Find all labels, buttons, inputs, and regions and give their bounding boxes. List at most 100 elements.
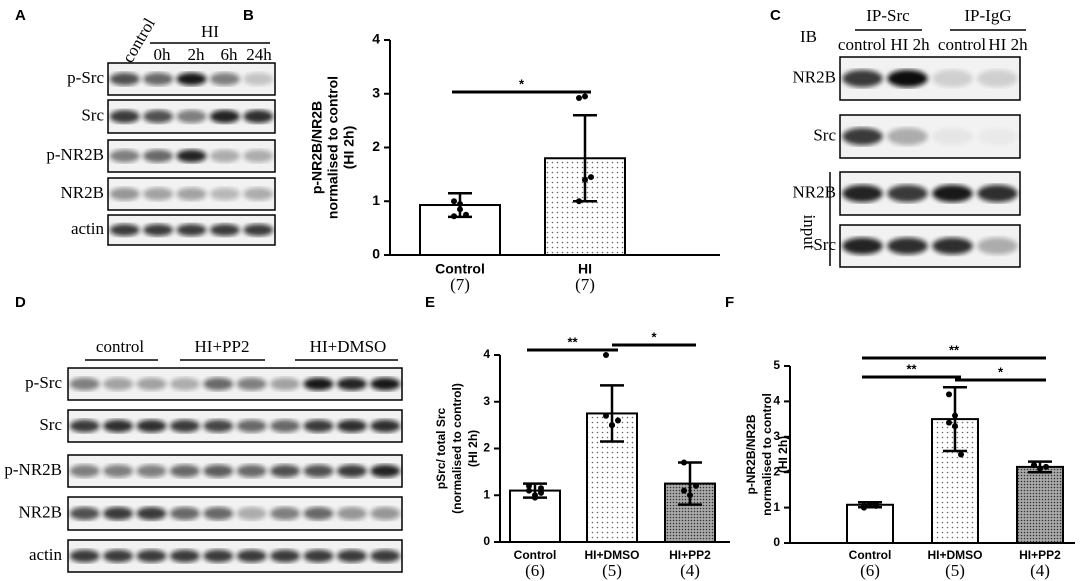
significance-label: **	[949, 342, 960, 357]
y-tick-label: 2	[483, 441, 490, 455]
y-tick-label: 3	[372, 84, 380, 100]
band	[109, 224, 140, 236]
data-point	[576, 198, 582, 205]
band	[103, 506, 134, 521]
group-label: HI+PP2	[195, 337, 250, 356]
band	[136, 377, 167, 391]
significance-label: *	[651, 329, 657, 344]
band	[270, 464, 301, 478]
band	[176, 109, 207, 124]
n-label: (7)	[450, 275, 470, 294]
band	[203, 464, 234, 478]
data-point	[946, 419, 952, 426]
y-tick-label: 0	[483, 534, 490, 548]
y-axis-label: p-NR2B/NR2B	[309, 101, 325, 194]
y-tick-label: 4	[372, 31, 380, 47]
y-tick-label: 2	[773, 464, 780, 478]
row-label: Src	[813, 235, 836, 254]
band	[176, 149, 207, 163]
row-label: NR2B	[19, 502, 62, 521]
band	[236, 506, 267, 521]
band	[887, 237, 928, 255]
band	[136, 506, 167, 521]
y-axis-label: normalised to control	[325, 76, 341, 219]
data-point	[538, 485, 544, 492]
n-label: (4)	[680, 561, 700, 580]
lane-label: 6h	[221, 45, 239, 64]
band	[203, 377, 234, 391]
band	[69, 506, 100, 521]
panel-letter: C	[770, 7, 781, 24]
y-tick-label: 5	[773, 358, 780, 372]
data-point	[681, 459, 687, 466]
band	[977, 237, 1018, 255]
band	[336, 506, 367, 521]
data-point	[867, 501, 873, 508]
band	[270, 419, 301, 433]
data-point	[463, 211, 469, 218]
y-tick-label: 1	[773, 500, 780, 514]
lane-label: 2h	[188, 45, 206, 64]
band	[103, 419, 134, 433]
bar	[846, 503, 894, 545]
band	[303, 419, 334, 433]
x-tick-label: HI+DMSO	[584, 548, 639, 562]
band	[243, 149, 274, 163]
band	[977, 184, 1018, 203]
lane-label: 0h	[154, 45, 172, 64]
band	[103, 549, 134, 563]
group-label: HI+DMSO	[310, 337, 387, 356]
band	[243, 109, 274, 124]
bar	[1016, 465, 1064, 545]
row-label: p-Src	[25, 373, 62, 392]
blots: control HI 0h 2h 6h 24h IB IP-Src IP-IgG…	[85, 6, 1028, 361]
band	[209, 224, 240, 236]
data-point	[681, 487, 687, 494]
y-tick-label: 3	[483, 394, 490, 408]
lane-label: HI 2h	[988, 35, 1028, 54]
data-point	[946, 391, 952, 398]
ib-label: IB	[800, 27, 817, 46]
data-point	[451, 213, 457, 220]
lane-label: control	[938, 35, 986, 54]
band	[143, 109, 174, 124]
band	[203, 419, 234, 433]
band	[103, 464, 134, 478]
band	[932, 127, 973, 146]
lane-label: HI 2h	[890, 35, 930, 54]
band	[169, 464, 200, 478]
band	[176, 187, 207, 201]
y-axis-label: pSrc/ total Src	[434, 407, 448, 489]
significance-label: **	[567, 334, 578, 349]
data-point	[609, 422, 615, 429]
data-point	[582, 93, 588, 100]
significance-label: *	[519, 76, 525, 91]
data-point	[526, 487, 532, 494]
band	[336, 464, 367, 478]
band	[203, 506, 234, 521]
band	[336, 419, 367, 433]
band	[236, 377, 267, 391]
row-label: p-Src	[67, 68, 104, 87]
band	[143, 187, 174, 201]
band	[270, 549, 301, 563]
n-label: (5)	[602, 561, 622, 580]
band	[69, 464, 100, 478]
y-axis-label: normalised to control	[760, 393, 774, 516]
group-label: IP-Src	[866, 6, 910, 25]
y-tick-label: 4	[483, 347, 490, 361]
band	[932, 69, 973, 88]
data-point	[958, 451, 964, 458]
data-point	[687, 492, 693, 499]
band	[303, 549, 334, 563]
data-point	[451, 198, 457, 205]
x-tick-label: Control	[514, 548, 557, 562]
data-point	[603, 352, 609, 358]
data-point	[1043, 463, 1049, 470]
row-label: Src	[39, 415, 62, 434]
n-label: (4)	[1030, 561, 1050, 580]
data-point	[532, 494, 538, 501]
band	[109, 149, 140, 163]
band	[303, 377, 334, 391]
